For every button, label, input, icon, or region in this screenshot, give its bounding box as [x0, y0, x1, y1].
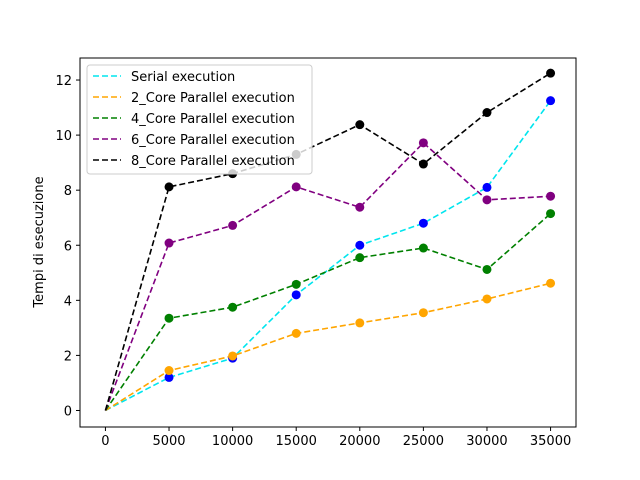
data-point: [291, 279, 301, 289]
x-tick-label: 5000: [152, 434, 185, 449]
data-point: [355, 253, 365, 263]
data-point: [228, 351, 238, 361]
data-point: [546, 278, 556, 288]
x-tick-label: 20000: [339, 434, 380, 449]
data-point: [418, 159, 428, 169]
data-point: [482, 264, 492, 274]
y-tick-label: 12: [55, 74, 72, 89]
series-line: [105, 282, 551, 412]
x-tick-label: 35000: [530, 434, 571, 449]
legend-box: [86, 64, 313, 175]
plot-frame: [79, 57, 577, 428]
series-line: [105, 100, 552, 412]
data-point: [164, 313, 174, 323]
data-point: [418, 138, 428, 148]
data-point: [418, 308, 428, 318]
y-tick-label: 10: [55, 129, 72, 144]
data-point: [546, 191, 556, 201]
data-point: [355, 120, 365, 130]
data-point: [164, 238, 174, 248]
y-axis: 0 2 4 6 8 10 12: [55, 74, 80, 419]
data-point: [164, 182, 174, 192]
series-line: [104, 212, 552, 411]
x-axis: 0 5000 10000 15000 20000 25000 30000 35000: [101, 427, 571, 449]
data-point: [228, 302, 238, 312]
x-tick-label: 0: [101, 434, 109, 449]
legend-label: 2_Core Parallel execution: [131, 91, 295, 106]
data-point: [482, 108, 492, 118]
x-tick-label: 30000: [466, 434, 507, 449]
y-tick-label: 2: [64, 349, 72, 364]
data-point: [546, 68, 556, 78]
y-tick-label: 4: [64, 294, 72, 309]
y-tick-label: 0: [64, 404, 72, 419]
legend-label: 8_Core Parallel execution: [131, 154, 295, 169]
data-point: [355, 318, 365, 328]
series-line: [104, 141, 551, 411]
data-point: [291, 328, 301, 338]
series-line: [104, 72, 551, 411]
data-point: [164, 366, 174, 376]
data-point: [291, 182, 301, 192]
data-point: [418, 218, 428, 228]
data-point: [482, 294, 492, 304]
series-lines: [104, 72, 552, 412]
data-point: [355, 202, 365, 212]
data-point: [482, 195, 492, 205]
data-point: [164, 372, 174, 382]
y-tick-label: 8: [64, 184, 72, 199]
data-point: [291, 290, 301, 300]
legend: Serial execution 2_Core Parallel executio…: [86, 64, 313, 175]
data-point: [482, 182, 492, 192]
y-axis-label: Tempi di esecuzione: [32, 176, 47, 308]
legend-label: Serial execution: [131, 70, 235, 85]
data-point: [355, 240, 365, 250]
legend-label: 4_Core Parallel execution: [131, 112, 295, 127]
data-point: [546, 209, 556, 219]
data-point: [228, 220, 238, 230]
series-markers: [164, 68, 556, 382]
x-tick-label: 15000: [276, 434, 317, 449]
x-tick-label: 10000: [212, 434, 253, 449]
x-tick-label: 25000: [403, 434, 444, 449]
y-tick-label: 6: [64, 239, 72, 254]
data-point: [418, 243, 428, 253]
legend-label: 6_Core Parallel execution: [131, 133, 295, 148]
data-point: [546, 96, 556, 106]
